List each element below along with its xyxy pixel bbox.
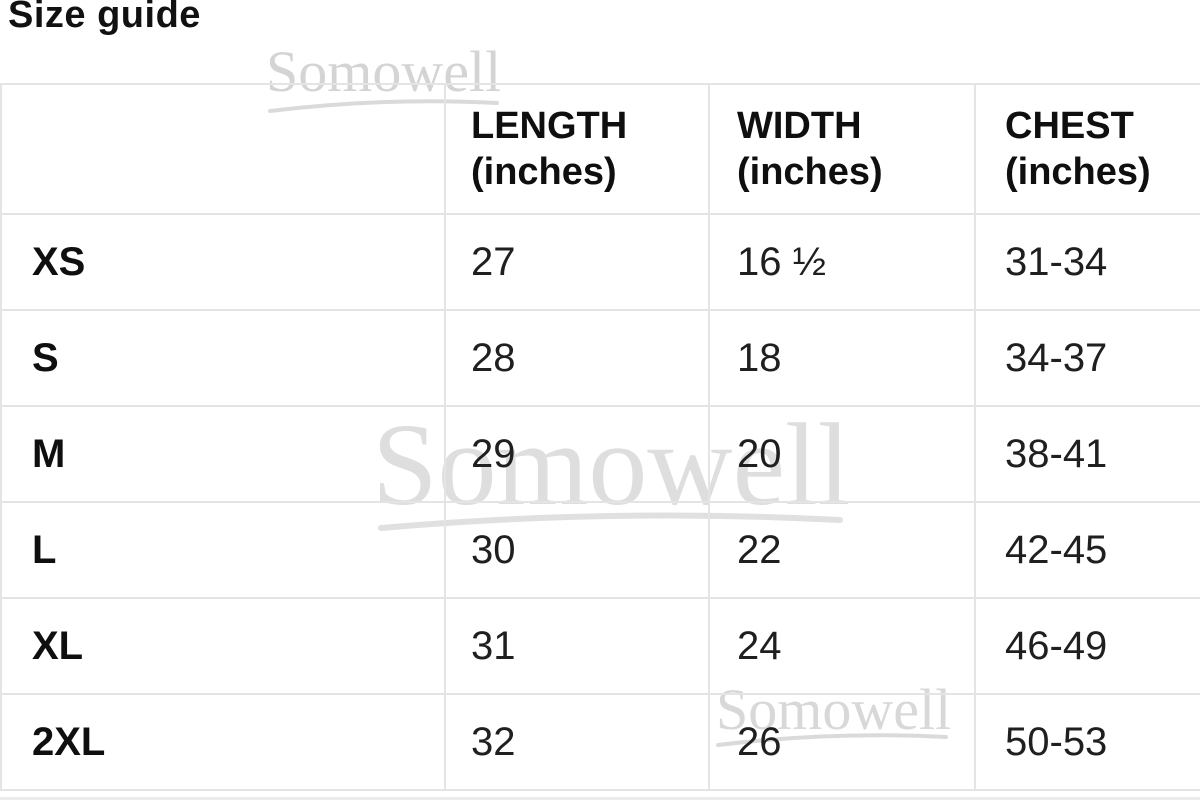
cell-s-length: 28	[444, 309, 710, 407]
cell-xs-width: 16 ½	[708, 213, 976, 311]
table-row-s: S 28 18 34-37	[0, 309, 1200, 407]
cell-2xl-width: 26	[708, 693, 976, 791]
header-width: WIDTH (inches)	[708, 83, 976, 215]
size-label-2xl: 2XL	[0, 693, 446, 791]
table-row-m: M 29 20 38-41	[0, 405, 1200, 503]
header-size-empty	[0, 83, 446, 215]
cell-l-chest: 42-45	[974, 501, 1200, 599]
header-length-label: LENGTH	[471, 104, 628, 147]
size-label-xl: XL	[0, 597, 446, 695]
header-length-unit: (inches)	[471, 151, 617, 193]
cell-m-length: 29	[444, 405, 710, 503]
size-label-s: S	[0, 309, 446, 407]
header-chest: CHEST (inches)	[974, 83, 1200, 215]
size-label-xs: XS	[0, 213, 446, 311]
table-row-xs: XS 27 16 ½ 31-34	[0, 213, 1200, 311]
cell-xs-chest: 31-34	[974, 213, 1200, 311]
cell-l-width: 22	[708, 501, 976, 599]
header-length: LENGTH (inches)	[444, 83, 710, 215]
bottom-edge-strip	[0, 797, 1200, 800]
header-chest-label: CHEST	[1005, 104, 1134, 147]
page-title: Size guide	[8, 0, 201, 36]
table-header-row: LENGTH (inches) WIDTH (inches) CHEST (in…	[0, 83, 1200, 215]
cell-s-width: 18	[708, 309, 976, 407]
header-width-label: WIDTH	[737, 104, 862, 147]
size-label-l: L	[0, 501, 446, 599]
cell-s-chest: 34-37	[974, 309, 1200, 407]
table-row-xl: XL 31 24 46-49	[0, 597, 1200, 695]
cell-xl-length: 31	[444, 597, 710, 695]
cell-xl-chest: 46-49	[974, 597, 1200, 695]
header-chest-unit: (inches)	[1005, 151, 1151, 193]
cell-m-chest: 38-41	[974, 405, 1200, 503]
cell-xl-width: 24	[708, 597, 976, 695]
cell-m-width: 20	[708, 405, 976, 503]
header-width-unit: (inches)	[737, 151, 883, 193]
cell-l-length: 30	[444, 501, 710, 599]
size-label-m: M	[0, 405, 446, 503]
table-row-2xl: 2XL 32 26 50-53	[0, 693, 1200, 791]
size-guide-table: LENGTH (inches) WIDTH (inches) CHEST (in…	[0, 83, 1200, 791]
cell-2xl-length: 32	[444, 693, 710, 791]
cell-2xl-chest: 50-53	[974, 693, 1200, 791]
cell-xs-length: 27	[444, 213, 710, 311]
table-row-l: L 30 22 42-45	[0, 501, 1200, 599]
